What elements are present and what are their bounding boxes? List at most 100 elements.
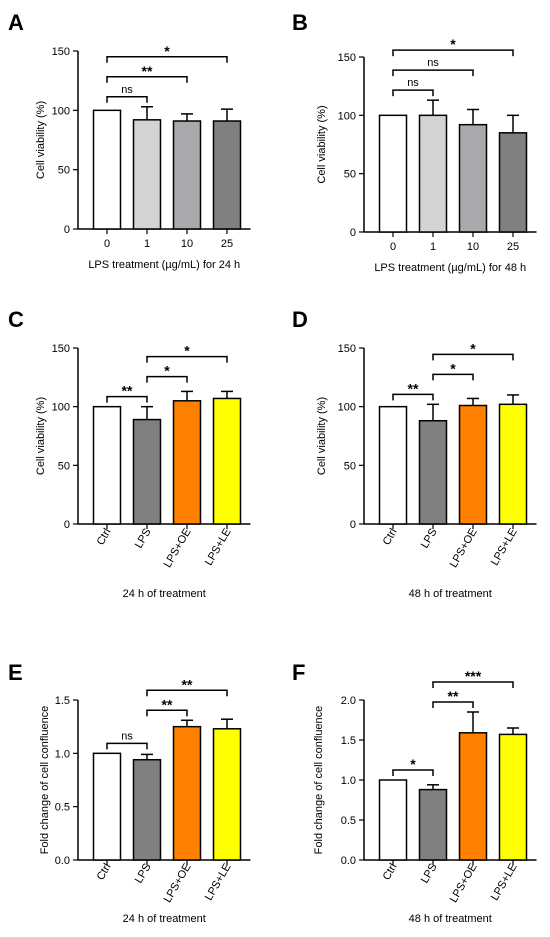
y-tick-label: 100 bbox=[52, 105, 70, 117]
bar bbox=[458, 404, 488, 525]
bar bbox=[172, 120, 202, 230]
panel-letter: A bbox=[8, 10, 24, 35]
y-tick-label: 0.0 bbox=[341, 855, 356, 867]
significance-bracket bbox=[432, 353, 514, 361]
x-tick-label: LPS+OE bbox=[162, 527, 194, 570]
significance-label: ** bbox=[448, 688, 459, 704]
panel-letter: C bbox=[8, 307, 24, 332]
bar bbox=[378, 405, 408, 525]
y-axis-title: Fold change of cell confluence bbox=[313, 706, 325, 855]
significance-bracket bbox=[432, 373, 474, 381]
significance-bracket bbox=[106, 96, 148, 103]
significance-bracket bbox=[106, 56, 228, 63]
y-tick-label: 150 bbox=[338, 52, 356, 64]
y-tick-label: 50 bbox=[58, 460, 70, 472]
x-tick-label: Ctrl bbox=[381, 527, 400, 548]
y-axis-title: Cell viability (%) bbox=[316, 397, 328, 475]
y-tick-label: 0 bbox=[350, 519, 356, 531]
x-tick-label: 0 bbox=[390, 241, 396, 253]
significance-label: ** bbox=[142, 63, 153, 79]
significance-bracket bbox=[392, 393, 434, 401]
y-tick-label: 50 bbox=[344, 460, 356, 472]
chart-panel-b: B 0 50 100 150 Cell viability (%) 0 1 10 25 LPS tr… bbox=[292, 10, 537, 274]
bar bbox=[92, 405, 122, 525]
x-tick-label: LPS+LE bbox=[203, 862, 234, 903]
y-tick-label: 1.0 bbox=[341, 775, 356, 787]
significance-label: * bbox=[450, 36, 456, 52]
y-tick-label: 0 bbox=[64, 519, 70, 531]
x-tick-label: LPS+OE bbox=[162, 862, 194, 905]
significance-label: ns bbox=[121, 730, 133, 742]
significance-bracket bbox=[392, 49, 514, 57]
y-tick-label: 100 bbox=[52, 402, 70, 414]
bar bbox=[212, 728, 242, 861]
significance-bracket bbox=[392, 769, 434, 776]
x-tick-label: 0 bbox=[104, 238, 110, 250]
significance-label: *** bbox=[465, 668, 482, 684]
y-axis-title: Cell viability (%) bbox=[35, 397, 47, 475]
significance-label: * bbox=[164, 363, 170, 379]
y-tick-label: 50 bbox=[344, 169, 356, 181]
chart-panel-d: D 0 50 100 150 Cell viability (%) Ctrl LPS LPS+O… bbox=[292, 307, 537, 600]
x-tick-label: LPS bbox=[419, 527, 440, 551]
y-tick-label: 150 bbox=[338, 343, 356, 355]
x-tick-label: LPS bbox=[419, 862, 440, 886]
y-tick-label: 100 bbox=[338, 402, 356, 414]
y-tick-label: 0.0 bbox=[55, 855, 70, 867]
x-tick-label: Ctrl bbox=[381, 862, 400, 883]
y-tick-label: 0.5 bbox=[341, 815, 356, 827]
chart-panel-c: C 0 50 100 150 Cell viability (%) Ctrl LPS LPS+O… bbox=[8, 307, 251, 600]
significance-bracket bbox=[146, 709, 188, 717]
significance-label: ** bbox=[408, 380, 419, 396]
y-tick-label: 0 bbox=[350, 227, 356, 239]
y-axis-title: Fold change of cell confluence bbox=[39, 706, 51, 855]
bar bbox=[132, 119, 162, 230]
y-tick-label: 0.5 bbox=[55, 802, 70, 814]
significance-label: * bbox=[450, 360, 456, 376]
bar bbox=[212, 397, 242, 525]
panel-letter: D bbox=[292, 307, 308, 332]
y-tick-label: 50 bbox=[58, 165, 70, 177]
significance-bracket bbox=[432, 681, 514, 688]
x-tick-label: LPS+OE bbox=[448, 527, 480, 570]
x-tick-label: 25 bbox=[507, 241, 519, 253]
y-tick-label: 0 bbox=[64, 224, 70, 236]
bar bbox=[172, 725, 202, 861]
y-tick-label: 1.5 bbox=[341, 735, 356, 747]
y-tick-label: 150 bbox=[52, 46, 70, 58]
significance-bracket bbox=[392, 89, 434, 97]
x-axis-title: 24 h of treatment bbox=[123, 913, 206, 925]
bar bbox=[498, 733, 528, 861]
x-tick-label: 25 bbox=[221, 238, 233, 250]
x-axis-title: LPS treatment (µg/mL) for 24 h bbox=[88, 259, 240, 271]
x-tick-label: 10 bbox=[467, 241, 479, 253]
x-tick-label: LPS+OE bbox=[448, 862, 480, 905]
bar bbox=[418, 114, 448, 233]
y-tick-label: 1.5 bbox=[55, 695, 70, 707]
x-tick-label: Ctrl bbox=[95, 862, 114, 883]
y-tick-label: 100 bbox=[338, 110, 356, 122]
bar bbox=[378, 779, 408, 861]
y-tick-label: 2.0 bbox=[341, 695, 356, 707]
significance-bracket bbox=[146, 375, 188, 383]
x-tick-label: 10 bbox=[181, 238, 193, 250]
bar bbox=[172, 400, 202, 525]
x-tick-label: LPS+LE bbox=[489, 862, 520, 903]
bar bbox=[418, 788, 448, 861]
significance-label: * bbox=[410, 756, 416, 772]
significance-label: ns bbox=[121, 84, 133, 96]
significance-bracket bbox=[392, 69, 474, 77]
significance-label: * bbox=[470, 340, 476, 356]
significance-label: * bbox=[184, 343, 190, 359]
y-axis-title: Cell viability (%) bbox=[35, 101, 47, 179]
bar bbox=[458, 123, 488, 233]
significance-label: ns bbox=[407, 77, 419, 89]
significance-bracket bbox=[106, 742, 148, 750]
x-axis-title: LPS treatment (µg/mL) for 48 h bbox=[374, 262, 526, 274]
y-tick-label: 1.0 bbox=[55, 748, 70, 760]
y-tick-label: 150 bbox=[52, 343, 70, 355]
bar bbox=[92, 109, 122, 230]
significance-bracket bbox=[432, 701, 474, 708]
x-tick-label: 1 bbox=[144, 238, 150, 250]
